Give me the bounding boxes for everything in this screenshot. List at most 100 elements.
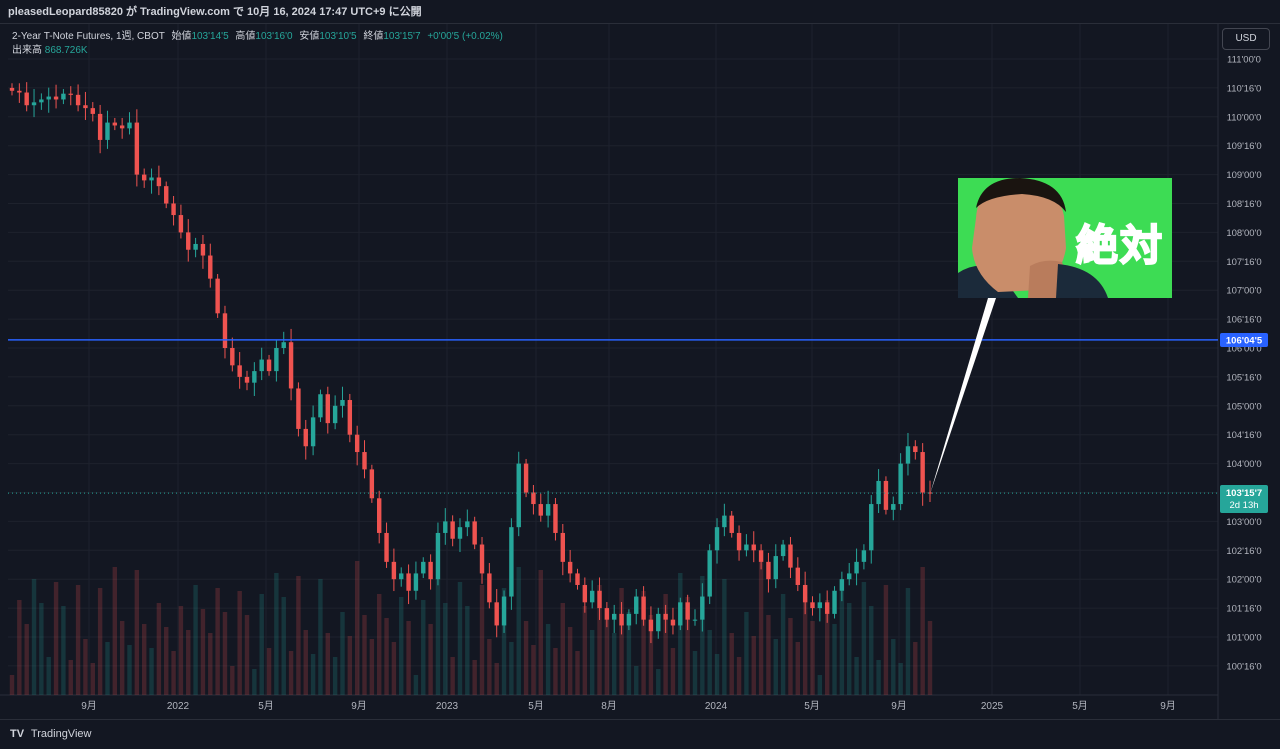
volume-bar [905,588,911,695]
footer-bar: TV TradingView [0,719,1280,749]
candle-body [692,619,698,621]
volume-bar [465,606,470,695]
volume-bar [648,615,654,695]
candle-body [685,602,690,620]
price-tick-label: 105'16'0 [1226,372,1261,383]
candle-body [810,602,815,609]
price-tick-label: 105'00'0 [1226,401,1261,412]
time-tick-label: 5月 [804,700,820,712]
price-tick-label: 108'16'0 [1226,199,1261,210]
legend-open-label: 始値 [171,31,192,42]
candle-body [575,573,580,585]
volume-bar [663,594,668,695]
candle-body [376,498,382,533]
volume-bar [641,591,646,695]
candle-body [75,94,81,106]
price-chart[interactable]: 111'00'0 110'16'0 110'00'0 109'16'0 109'00'0… [0,24,1280,719]
candle-body [68,93,73,95]
volume-bar [421,600,426,695]
candle-body [648,619,654,632]
candle-body [538,504,543,516]
volume-bar [604,609,610,695]
volume-bar [384,618,389,695]
candle-body [560,532,566,562]
volume-bar [479,585,485,695]
volume-bar [90,663,95,695]
footer-brand: TradingView [30,728,92,740]
candle-body [589,590,595,603]
price-tick-label: 110'00'0 [1227,112,1262,123]
legend-volume-label: 出来高 [12,45,42,56]
candle-body [553,504,558,533]
time-tick-label: 9月 [1160,700,1176,712]
volume-bar [252,669,257,695]
volume-bar [362,615,367,695]
volume-bar [171,651,176,695]
candle-body [883,480,889,510]
candle-body [634,596,639,614]
volume-bar [538,570,543,695]
chart-grid [0,24,1219,719]
volume-bar [861,582,867,695]
candle-body [582,584,588,603]
volume-bar [164,627,169,695]
price-tick-label: 107'00'0 [1226,286,1261,297]
volume-bar [134,570,140,695]
volume-bar [112,567,118,695]
candle-body [178,215,184,233]
legend-low-label: 安値 [299,31,320,42]
candle-body [340,400,345,406]
candle-body [46,96,51,100]
legend-high-label: 高値 [235,31,256,42]
candle-body [854,561,859,574]
chart-legend: 2-Year T-Note Futures, 1週, CBOT 始値103'14… [12,30,503,58]
volume-bar [443,603,448,695]
volume-bar [751,636,756,695]
candle-body [61,93,66,100]
candle-body [149,177,154,181]
candle-body [435,532,441,580]
time-tick-label: 5月 [528,700,544,712]
volume-bar [457,582,463,695]
volume-bar [369,639,375,695]
candle-body [24,92,29,106]
volume-bar [824,600,830,695]
candle-body [788,544,793,568]
candle-body [604,608,610,620]
volume-bar [531,645,536,695]
candle-body [751,544,756,551]
volume-bar [193,585,198,695]
candle-body [516,463,521,528]
candle-body [494,602,499,626]
candle-body [259,359,264,372]
time-tick-label: 2023 [436,701,459,712]
volume-bar [149,648,154,695]
volume-bar [802,597,808,695]
candle-body [164,186,169,204]
volume-bar [450,657,455,695]
candle-body [597,590,602,609]
candle-body [839,579,845,591]
candle-body [296,388,301,429]
candle-body [663,613,668,620]
candle-body [266,359,272,372]
volume-bar [413,675,419,695]
volume-bar [560,603,566,695]
candle-body [39,99,44,103]
candle-body [920,452,925,493]
candle-body [369,469,375,499]
candle-body [391,561,397,580]
legend-volume: 868.726K [44,45,88,56]
volume-bar [105,642,110,695]
candle-body [817,602,823,609]
volume-bar [222,612,228,695]
time-tick-label: 5月 [1072,700,1088,712]
candle-body [501,596,507,626]
volume-bar [296,576,301,695]
price-tick-label: 111'00'0 [1227,55,1261,66]
currency-button[interactable]: USD [1222,28,1270,50]
price-tick-label: 101'16'0 [1226,604,1261,615]
volume-bar [692,651,698,695]
volume-bar [847,603,852,695]
volume-bar [472,660,477,695]
